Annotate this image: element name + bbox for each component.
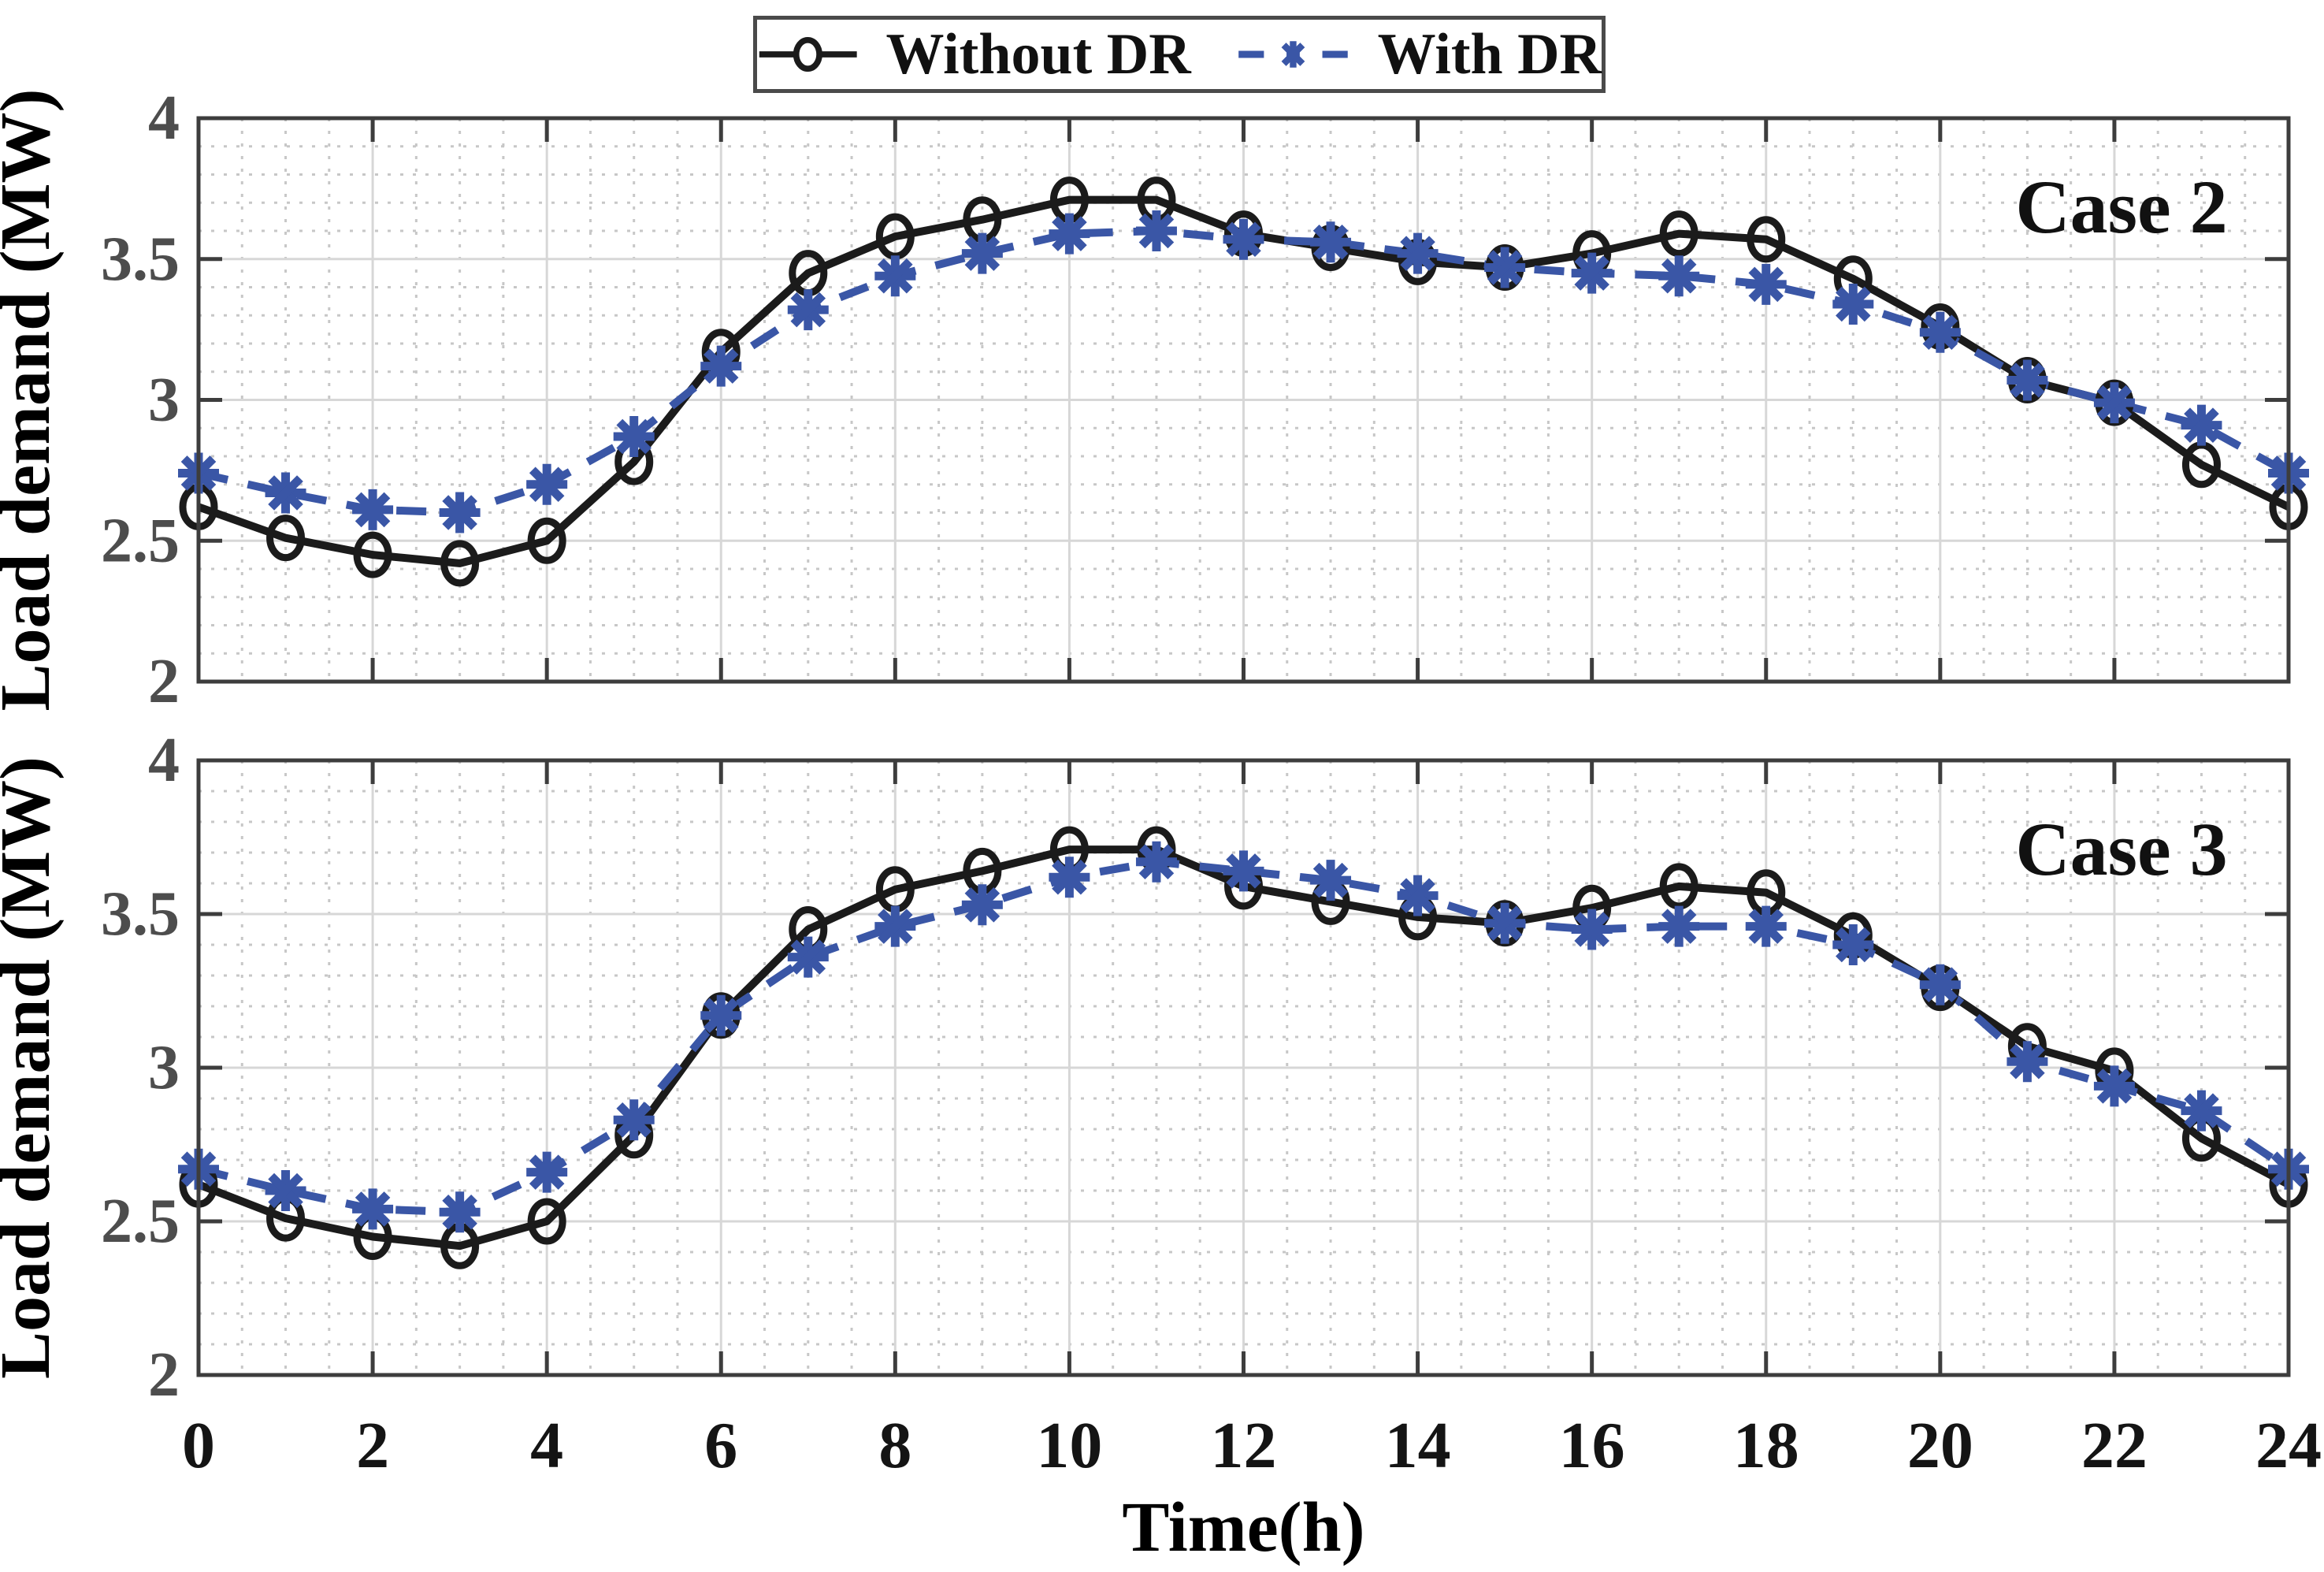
y-tick-label: 3 (148, 1033, 180, 1102)
data-point-asterisk (1832, 283, 1874, 325)
x-tick-label: 2 (356, 1409, 389, 1482)
data-point-asterisk (2093, 382, 2135, 424)
data-point-asterisk (961, 232, 1003, 274)
x-tick-label: 6 (704, 1409, 737, 1482)
data-point-asterisk (2007, 359, 2048, 401)
x-tick-label: 14 (1385, 1409, 1451, 1482)
data-point-asterisk (1223, 850, 1264, 892)
x-tick-label: 4 (530, 1409, 563, 1482)
data-point-asterisk (1049, 857, 1090, 898)
y-tick-label: 2.5 (101, 506, 180, 575)
x-axis-title: Time(h) (1122, 1488, 1364, 1566)
case-label: Case 2 (2015, 165, 2227, 249)
data-point-asterisk (1745, 263, 1787, 305)
data-point-asterisk (352, 489, 394, 530)
data-point-asterisk (526, 463, 568, 505)
data-point-asterisk (2181, 1090, 2222, 1132)
data-point-asterisk (700, 345, 742, 387)
data-point-circle (266, 515, 306, 562)
data-point-circle (1747, 216, 1786, 263)
y-tick-label: 3.5 (101, 225, 180, 294)
data-point-circle (353, 531, 392, 578)
data-point-asterisk (874, 255, 916, 297)
legend-label-without-dr: Without DR (885, 22, 1191, 87)
y-tick-label: 4 (148, 726, 180, 795)
data-point-asterisk (1919, 964, 1961, 1005)
data-point-asterisk (613, 1099, 655, 1141)
legend-label-with-dr: With DR (1377, 22, 1602, 87)
y-tick-label: 3 (148, 366, 180, 435)
data-point-asterisk (1135, 210, 1177, 251)
data-point-asterisk (874, 905, 916, 947)
y-tick-label: 4 (148, 84, 180, 153)
data-point-asterisk (1658, 905, 1700, 947)
data-point-asterisk (787, 289, 829, 331)
data-point-asterisk (700, 994, 742, 1036)
y-axis-title: Load demand (MW) (0, 756, 65, 1379)
x-tick-label: 8 (878, 1409, 911, 1482)
data-point-asterisk (1919, 311, 1961, 353)
data-point-asterisk (1310, 221, 1352, 263)
x-tick-label: 24 (2255, 1409, 2322, 1482)
legend: Without DR With DR (753, 16, 1606, 93)
y-tick-label: 2.5 (101, 1187, 180, 1256)
data-point-asterisk (1658, 255, 1700, 297)
data-point-asterisk (352, 1188, 394, 1230)
data-point-asterisk (439, 492, 481, 533)
data-point-asterisk (1571, 909, 1613, 950)
data-point-asterisk (1135, 841, 1177, 883)
data-point-asterisk (265, 472, 306, 514)
data-point-asterisk (265, 1170, 306, 1211)
data-point-asterisk (2093, 1065, 2135, 1107)
data-point-asterisk (1223, 218, 1264, 260)
data-point-asterisk (1571, 252, 1613, 294)
y-tick-label: 2 (148, 1340, 180, 1410)
data-point-circle (1659, 210, 1698, 258)
data-point-asterisk (1745, 905, 1787, 947)
x-tick-label: 0 (182, 1409, 215, 1482)
y-tick-label: 2 (148, 647, 180, 716)
data-point-asterisk (526, 1151, 568, 1193)
x-tick-label: 20 (1907, 1409, 1973, 1482)
data-point-asterisk (1310, 860, 1352, 901)
data-point-asterisk (1049, 213, 1090, 255)
data-point-asterisk (1397, 875, 1439, 916)
x-tick-label: 18 (1733, 1409, 1799, 1482)
x-tick-label: 22 (2081, 1409, 2148, 1482)
data-point-asterisk (613, 415, 655, 457)
without-dr-line-icon (759, 36, 857, 72)
x-tick-label: 16 (1559, 1409, 1625, 1482)
data-point-circle (527, 1198, 566, 1245)
data-point-asterisk (961, 884, 1003, 926)
x-tick-label: 12 (1211, 1409, 1277, 1482)
with-dr-line-icon (1238, 41, 1348, 68)
data-point-asterisk (1484, 247, 1526, 288)
y-axis-title: Load demand (MW) (0, 88, 65, 711)
data-point-asterisk (2181, 404, 2222, 446)
x-tick-label: 10 (1036, 1409, 1102, 1482)
data-point-asterisk (1484, 902, 1526, 944)
data-point-asterisk (439, 1191, 481, 1233)
data-point-asterisk (1832, 924, 1874, 965)
data-point-asterisk (787, 936, 829, 978)
y-tick-label: 3.5 (101, 879, 180, 949)
data-point-asterisk (2007, 1041, 2048, 1083)
data-point-asterisk (1397, 232, 1439, 274)
data-point-circle (440, 540, 480, 587)
case-label: Case 3 (2015, 807, 2227, 891)
data-point-circle (527, 517, 566, 564)
